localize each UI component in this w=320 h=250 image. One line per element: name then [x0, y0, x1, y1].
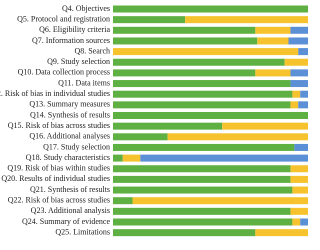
- bar-segment: [290, 101, 299, 109]
- category-label: Q5. Protocol and registration: [17, 14, 110, 23]
- bar-segment: [113, 26, 256, 34]
- bar-segment: [113, 101, 291, 109]
- category-label: Q19. Risk of bias within studies: [7, 164, 110, 173]
- category-label: Q11. Data items: [58, 78, 110, 87]
- bar-segment: [255, 26, 291, 34]
- bar-segment: [290, 26, 308, 34]
- bar-segment: [113, 165, 291, 173]
- category-label: Q15. Risk of bias across studies: [8, 121, 110, 130]
- category-label: Q14. Synthesis of results: [30, 110, 110, 119]
- bar-segment: [294, 143, 308, 151]
- bar-segment: [113, 197, 133, 205]
- category-label: Q21. Synthesis of results: [30, 185, 110, 194]
- bar-segment: [140, 154, 308, 162]
- bar-segment: [113, 218, 293, 226]
- bar-segment: [290, 69, 308, 77]
- category-label: Q12. Risk of bias in individual studies: [0, 89, 110, 98]
- category-label: Q18. Study characteristics: [26, 153, 110, 162]
- category-label: Q10. Data collection process: [18, 68, 110, 77]
- category-label: Q8. Search: [74, 46, 110, 55]
- bar-segment: [257, 37, 289, 45]
- category-label: Q4. Objectives: [62, 4, 110, 13]
- bar-segment: [300, 218, 308, 226]
- bar-segment: [292, 90, 301, 98]
- category-label: Q20. Results of individual studies: [1, 174, 110, 183]
- bar-segment: [113, 143, 295, 151]
- bar-segment: [113, 5, 308, 13]
- bar-segment: [222, 122, 308, 130]
- bar-segment: [113, 58, 285, 66]
- bar-segment: [298, 101, 308, 109]
- bar-segment: [284, 58, 308, 66]
- category-label: Q25. Limitations: [55, 227, 110, 236]
- bar-segment: [288, 37, 308, 45]
- bar-segment: [292, 218, 301, 226]
- bar-segment: [290, 165, 308, 173]
- bar-segment: [122, 154, 141, 162]
- bar-segment: [113, 80, 291, 88]
- bar-segment: [113, 16, 186, 24]
- bar-segment: [255, 229, 308, 237]
- bar-segment: [113, 48, 299, 56]
- category-label: Q23. Additional analysis: [31, 206, 110, 215]
- bar-segment: [255, 69, 291, 77]
- category-label: Q17. Study selection: [43, 142, 110, 151]
- category-label: Q13. Summary measures: [29, 100, 110, 109]
- bar-segment: [290, 80, 308, 88]
- bar-segment: [113, 69, 256, 77]
- category-label: Q16. Additional analyses: [29, 132, 110, 141]
- category-label: Q7. Information sources: [32, 36, 110, 45]
- category-label: Q6. Eligibility criteria: [39, 25, 110, 34]
- bar-segment: [298, 48, 308, 56]
- category-label: Q24. Summary of evidence: [22, 217, 110, 226]
- bar-segment: [113, 229, 256, 237]
- bar-segment: [113, 186, 293, 194]
- bar-segment: [113, 154, 123, 162]
- bar-segment: [185, 16, 308, 24]
- bar-segment: [113, 37, 258, 45]
- bar-segment: [113, 90, 293, 98]
- bar-segment: [113, 133, 168, 141]
- bar-segment: [290, 175, 308, 183]
- bar-segment: [167, 133, 308, 141]
- bar-segment: [113, 112, 308, 119]
- bar-segment: [132, 197, 308, 205]
- bar-segment: [113, 207, 291, 215]
- bar-segment: [300, 90, 308, 98]
- bar-segment: [292, 186, 308, 194]
- category-label: Q22. Risk of bias across studies: [8, 196, 110, 205]
- bar-segment: [290, 207, 308, 215]
- bar-segment: [113, 122, 223, 130]
- category-label: Q9. Study selection: [47, 57, 110, 66]
- bar-segment: [113, 175, 291, 183]
